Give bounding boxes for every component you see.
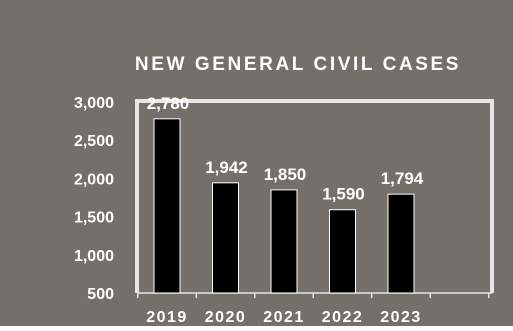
x-tick-label: 2019 <box>146 309 188 326</box>
plot-frame <box>135 99 494 293</box>
data-label: 1,794 <box>381 169 424 188</box>
y-tick-label: 500 <box>87 286 114 303</box>
y-tick-label: 1,000 <box>74 248 114 265</box>
x-tick-label: 2023 <box>380 309 422 326</box>
bar-2021 <box>270 189 298 294</box>
y-tick-label: 2,500 <box>74 133 114 150</box>
y-axis-ticks: 500 1,000 1,500 2,000 2,500 3,000 <box>74 95 114 303</box>
bar-2020 <box>212 182 239 294</box>
bars <box>153 118 415 294</box>
data-labels: 2,780 1,942 1,850 1,590 1,794 <box>147 94 424 204</box>
y-tick-label: 2,000 <box>74 171 114 188</box>
x-tick-label: 2020 <box>205 309 247 326</box>
bar-2019 <box>153 118 181 294</box>
x-tick-label: 2021 <box>263 309 305 326</box>
x-axis-tick-marks <box>137 293 490 298</box>
chart-title: NEW GENERAL CIVIL CASES <box>135 54 461 75</box>
bar-2023 <box>387 193 415 294</box>
x-axis-labels: 2019 2020 2021 2022 2023 <box>146 309 422 326</box>
x-tick-label: 2022 <box>322 309 364 326</box>
data-label: 2,780 <box>147 94 190 113</box>
y-tick-label: 3,000 <box>74 95 114 112</box>
data-label: 1,590 <box>322 185 365 204</box>
y-tick-label: 1,500 <box>74 210 114 227</box>
data-label: 1,942 <box>205 158 248 177</box>
data-label: 1,850 <box>264 165 307 184</box>
bar-2022 <box>329 209 356 294</box>
